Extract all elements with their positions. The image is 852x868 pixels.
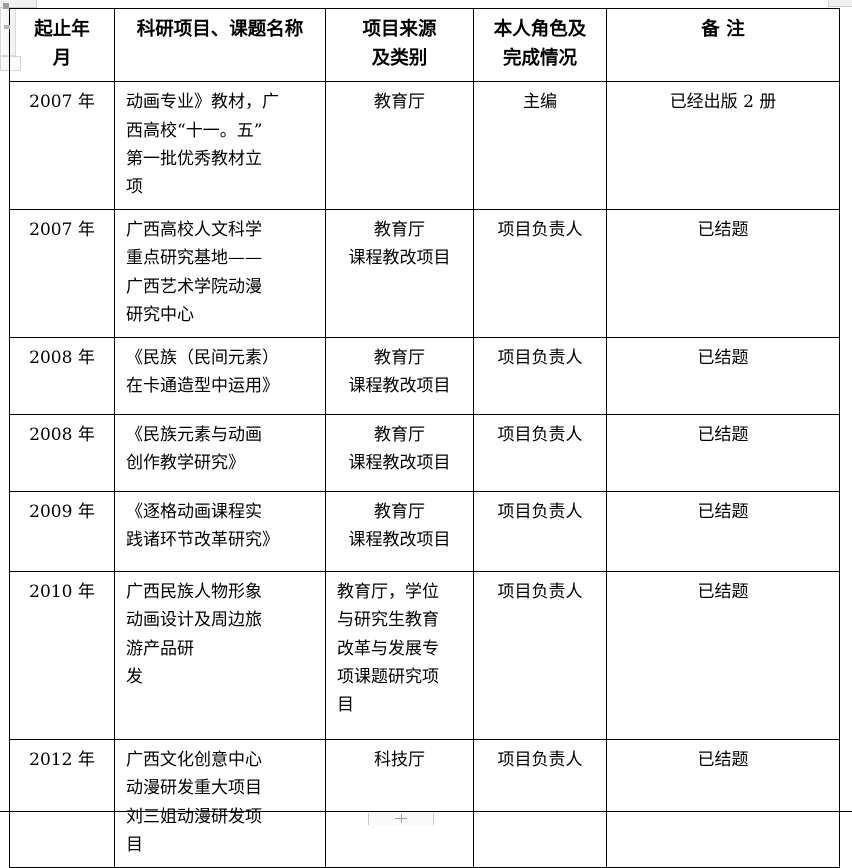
table-row: 2012 年 广西文化创意中心 动漫研发重大项目 刘三姐动漫研发项 目 科技厅 … bbox=[9, 739, 840, 868]
cell-project-name: 动画专业》教材，广 西高校“十一。五” 第一批优秀教材立 项 bbox=[114, 81, 326, 211]
table-row: 2007 年 广西高校人文科学 重点研究基地—— 广西艺术学院动漫 研究中心 教… bbox=[9, 209, 840, 339]
cell-project-name: 广西民族人物形象 动画设计及周边旅 游产品研 发 bbox=[114, 571, 326, 741]
cell-role: 主编 bbox=[473, 81, 607, 211]
table-header-row: 起止年 月 科研项目、课题名称 项目来源 及类别 本人角色及 完成情况 备 注 bbox=[9, 7, 840, 83]
cell-source-text: 教育厅 课程教改项目 bbox=[348, 425, 451, 474]
cell-period: 2009 年 bbox=[9, 491, 115, 573]
cell-role: 项目负责人 bbox=[473, 414, 607, 493]
window-chrome-top-right bbox=[828, 0, 852, 7]
cell-remark: 已结题 bbox=[606, 571, 840, 741]
window-chrome-top-left bbox=[0, 0, 37, 8]
cell-source-text: 教育厅 课程教改项目 bbox=[348, 220, 451, 269]
cell-remark: 已经出版 2 册 bbox=[606, 81, 840, 211]
cell-remark-text: 已结题 bbox=[697, 750, 749, 771]
cell-project-name-text: 广西民族人物形象 动画设计及周边旅 游产品研 发 bbox=[126, 582, 262, 687]
cell-role-text: 项目负责人 bbox=[497, 220, 583, 241]
cell-period-text: 2007 年 bbox=[29, 92, 95, 113]
cell-role: 项目负责人 bbox=[473, 209, 607, 339]
cell-role-text: 项目负责人 bbox=[497, 750, 583, 771]
column-header-period-text: 起止年 月 bbox=[34, 19, 90, 69]
column-header-remark-text: 备 注 bbox=[701, 19, 745, 40]
cell-project-name-text: 《逐格动画课程实 践诸环节改革研究》 bbox=[126, 502, 279, 551]
column-header-role-text: 本人角色及 完成情况 bbox=[493, 19, 587, 69]
cell-remark-text: 已结题 bbox=[697, 582, 749, 603]
cell-project-name-text: 动画专业》教材，广 西高校“十一。五” 第一批优秀教材立 项 bbox=[126, 92, 279, 197]
cell-project-name-text: 广西高校人文科学 重点研究基地—— 广西艺术学院动漫 研究中心 bbox=[126, 220, 262, 325]
cell-project-name: 《逐格动画课程实 践诸环节改革研究》 bbox=[114, 491, 326, 573]
cell-project-name: 广西高校人文科学 重点研究基地—— 广西艺术学院动漫 研究中心 bbox=[114, 209, 326, 339]
cell-role: 项目负责人 bbox=[473, 491, 607, 573]
page-break-bar bbox=[395, 818, 407, 819]
scrollbar-grip-icon bbox=[4, 25, 10, 29]
cell-period: 2008 年 bbox=[9, 337, 115, 416]
cell-period-text: 2007 年 bbox=[29, 220, 95, 241]
cell-source: 科技厅 bbox=[325, 739, 474, 868]
cell-source: 教育厅 课程教改项目 bbox=[325, 491, 474, 573]
table-row: 2007 年 动画专业》教材，广 西高校“十一。五” 第一批优秀教材立 项 教育… bbox=[9, 81, 840, 211]
table-row: 2008 年 《民族元素与动画 创作教学研究》 教育厅 课程教改项目 项目负责人… bbox=[9, 414, 840, 493]
cell-period-text: 2008 年 bbox=[29, 425, 95, 446]
column-header-period: 起止年 月 bbox=[9, 7, 115, 83]
cell-source: 教育厅 课程教改项目 bbox=[325, 414, 474, 493]
cell-source-text: 科技厅 bbox=[374, 750, 425, 771]
table-row: 2008 年 《民族（民间元素） 在卡通造型中运用》 教育厅 课程教改项目 项目… bbox=[9, 337, 840, 416]
cell-period-text: 2010 年 bbox=[29, 582, 95, 603]
cell-period-text: 2009 年 bbox=[29, 502, 95, 523]
cell-role-text: 项目负责人 bbox=[497, 348, 583, 369]
cell-project-name: 《民族元素与动画 创作教学研究》 bbox=[114, 414, 326, 493]
cell-period: 2010 年 bbox=[9, 571, 115, 741]
research-projects-table: 起止年 月 科研项目、课题名称 项目来源 及类别 本人角色及 完成情况 备 注 … bbox=[9, 7, 840, 868]
cell-period: 2007 年 bbox=[9, 81, 115, 211]
cell-role-text: 项目负责人 bbox=[497, 502, 583, 523]
cell-period: 2012 年 bbox=[9, 739, 115, 868]
view-mode-icon bbox=[3, 3, 9, 9]
cell-role: 项目负责人 bbox=[473, 571, 607, 741]
column-header-project-name: 科研项目、课题名称 bbox=[114, 7, 326, 83]
page-break-marker[interactable] bbox=[368, 813, 434, 825]
cell-remark: 已结题 bbox=[606, 739, 840, 868]
cell-remark: 已结题 bbox=[606, 414, 840, 493]
table-row: 2009 年 《逐格动画课程实 践诸环节改革研究》 教育厅 课程教改项目 项目负… bbox=[9, 491, 840, 573]
column-header-project-name-text: 科研项目、课题名称 bbox=[136, 19, 304, 40]
cell-remark: 已结题 bbox=[606, 209, 840, 339]
column-header-role: 本人角色及 完成情况 bbox=[473, 7, 607, 83]
cell-remark-text: 已结题 bbox=[697, 425, 749, 446]
cell-remark: 已结题 bbox=[606, 337, 840, 416]
page-bottom-rule bbox=[0, 811, 852, 812]
cell-remark-text: 已结题 bbox=[697, 220, 749, 241]
cell-period-text: 2012 年 bbox=[29, 750, 95, 771]
column-header-source-text: 项目来源 及类别 bbox=[362, 19, 437, 69]
cell-source: 教育厅，学位 与研究生教育 改革与发展专 项课题研究项 目 bbox=[325, 571, 474, 741]
cell-source-text: 教育厅，学位 与研究生教育 改革与发展专 项课题研究项 目 bbox=[337, 582, 439, 715]
table-body: 2007 年 动画专业》教材，广 西高校“十一。五” 第一批优秀教材立 项 教育… bbox=[9, 81, 840, 868]
table-row: 2010 年 广西民族人物形象 动画设计及周边旅 游产品研 发 教育厅，学位 与… bbox=[9, 571, 840, 741]
cell-project-name-text: 广西文化创意中心 动漫研发重大项目 刘三姐动漫研发项 目 bbox=[126, 750, 262, 855]
cell-source: 教育厅 bbox=[325, 81, 474, 211]
cell-role: 项目负责人 bbox=[473, 337, 607, 416]
cell-source-text: 教育厅 课程教改项目 bbox=[348, 348, 451, 397]
cell-project-name-text: 《民族元素与动画 创作教学研究》 bbox=[126, 425, 262, 474]
cell-role: 项目负责人 bbox=[473, 739, 607, 868]
cell-project-name-text: 《民族（民间元素） 在卡通造型中运用》 bbox=[126, 348, 279, 397]
cell-project-name: 广西文化创意中心 动漫研发重大项目 刘三姐动漫研发项 目 bbox=[114, 739, 326, 868]
cell-period: 2007 年 bbox=[9, 209, 115, 339]
cell-remark: 已结题 bbox=[606, 491, 840, 573]
table-header: 起止年 月 科研项目、课题名称 项目来源 及类别 本人角色及 完成情况 备 注 bbox=[9, 7, 840, 83]
cell-role-text: 项目负责人 bbox=[497, 582, 583, 603]
cell-source-text: 教育厅 bbox=[374, 92, 425, 113]
cell-source: 教育厅 课程教改项目 bbox=[325, 337, 474, 416]
cell-remark-text: 已经出版 2 册 bbox=[669, 92, 777, 113]
column-header-remark: 备 注 bbox=[606, 7, 840, 83]
cell-remark-text: 已结题 bbox=[697, 348, 749, 369]
cell-period-text: 2008 年 bbox=[29, 348, 95, 369]
cell-project-name: 《民族（民间元素） 在卡通造型中运用》 bbox=[114, 337, 326, 416]
cell-source: 教育厅 课程教改项目 bbox=[325, 209, 474, 339]
cell-period: 2008 年 bbox=[9, 414, 115, 493]
column-header-source: 项目来源 及类别 bbox=[325, 7, 474, 83]
cell-remark-text: 已结题 bbox=[697, 502, 749, 523]
cell-role-text: 主编 bbox=[523, 92, 557, 113]
cell-source-text: 教育厅 课程教改项目 bbox=[348, 502, 451, 551]
cell-role-text: 项目负责人 bbox=[497, 425, 583, 446]
